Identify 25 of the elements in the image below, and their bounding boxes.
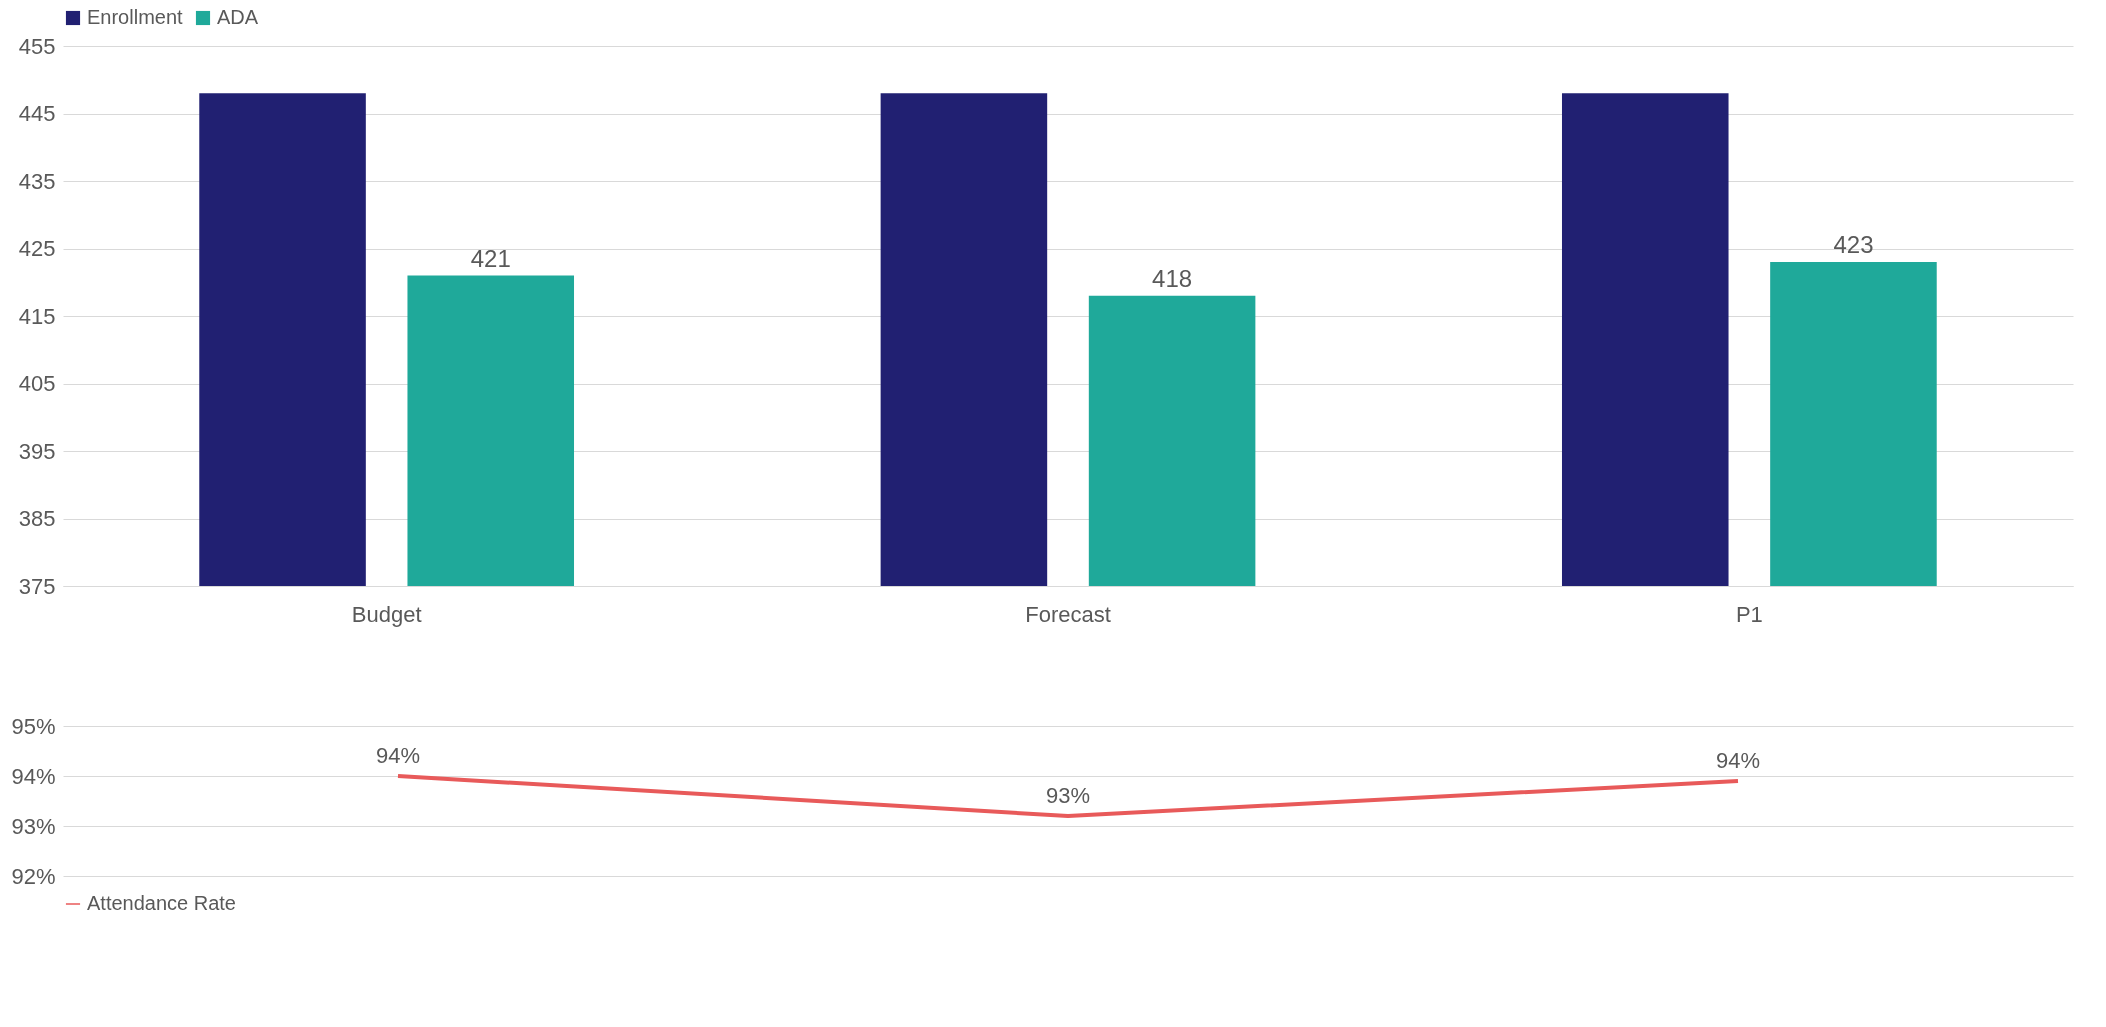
data-label: 421 <box>470 244 511 272</box>
y-tick-label: 94% <box>11 763 56 789</box>
x-tick-label: P1 <box>1735 601 1763 627</box>
y-tick-label: 445 <box>18 101 56 126</box>
y-tick-label: 395 <box>18 438 56 464</box>
y-tick-label: 95% <box>11 713 56 739</box>
x-tick-label: Forecast <box>1025 601 1111 627</box>
y-tick-label: 385 <box>18 506 56 531</box>
data-label: 423 <box>1833 231 1874 258</box>
y-tick-label: 415 <box>18 303 56 329</box>
y-tick-label: 405 <box>18 371 56 396</box>
y-tick-label: 435 <box>18 168 56 194</box>
y-tick-label: 93% <box>11 813 56 839</box>
y-tick-label: 455 <box>18 33 56 59</box>
legend-label: Attendance Rate <box>87 892 236 914</box>
y-tick-label: 375 <box>18 573 56 599</box>
data-label: 93% <box>1045 783 1091 808</box>
data-label: 418 <box>1152 264 1193 292</box>
x-tick-label: Budget <box>351 601 422 627</box>
data-label: 94% <box>375 743 421 768</box>
data-label: 94% <box>1715 748 1761 773</box>
y-tick-label: 425 <box>18 236 56 261</box>
legend-label: Enrollment <box>87 6 184 28</box>
legend-label: ADA <box>217 6 259 28</box>
y-tick-label: 92% <box>11 863 56 889</box>
